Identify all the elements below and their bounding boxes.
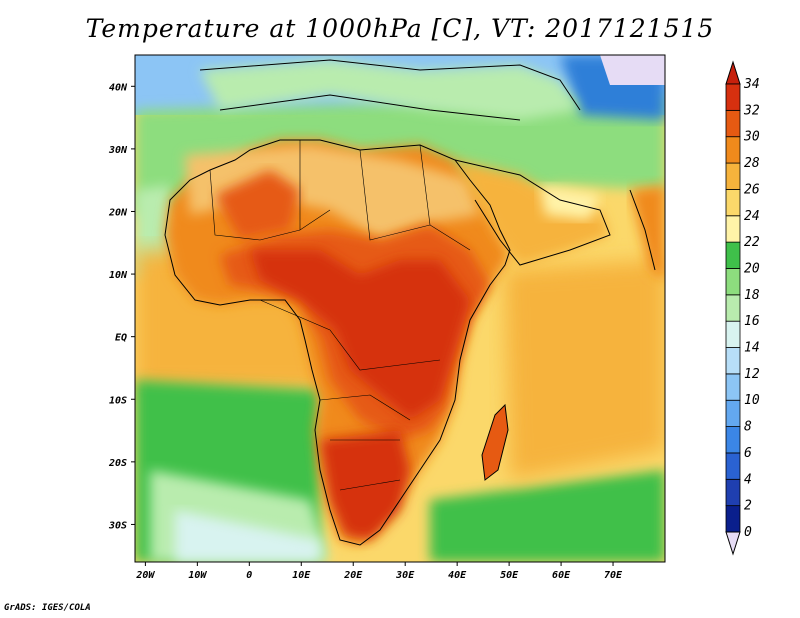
colorbar-segment (725, 241, 741, 269)
colorbar-segment (725, 268, 741, 296)
colorbar-segment (725, 505, 741, 533)
lon-tick-label: 30E (395, 570, 415, 581)
map-frame (134, 54, 666, 563)
colorbar-label: 0 (744, 525, 752, 540)
caspian-region (600, 55, 665, 85)
lat-tick-label: EQ (115, 333, 127, 344)
colorbar-segment (725, 347, 741, 375)
colorbar-label: 16 (744, 314, 760, 329)
sahara-hot-west (215, 170, 300, 240)
colorbar-label: 26 (744, 182, 760, 197)
arabia-land (455, 160, 610, 265)
colorbar-segment (725, 215, 741, 243)
lat-tick-label: 30S (108, 520, 127, 531)
colorbar-label: 30 (743, 130, 760, 145)
colorbar-label: 18 (744, 288, 760, 303)
india-land (630, 185, 665, 280)
lon-tick-label: 50E (500, 570, 519, 581)
colorbar-segment (725, 294, 741, 322)
colorbar-label: 10 (744, 393, 760, 408)
colorbar-top-arrow (725, 60, 741, 85)
colorbar-label: 32 (743, 103, 760, 118)
colorbar-segment (725, 399, 741, 427)
colorbar-segment (725, 189, 741, 217)
colorbar-segment (725, 373, 741, 401)
colorbar-segment (725, 136, 741, 164)
lon-tick-label: 0 (246, 570, 252, 581)
colorbar-label: 6 (744, 446, 752, 461)
colorbar-label: 22 (744, 235, 760, 250)
colorbar-segment (725, 320, 741, 348)
colorbar-label: 24 (744, 209, 760, 224)
colorbar-label: 20 (744, 261, 760, 276)
lat-tick-label: 10N (109, 270, 128, 281)
colorbar-label: 34 (743, 77, 760, 92)
europe-land (200, 60, 580, 120)
colorbar-segment (725, 83, 741, 111)
lon-tick-label: 20W (135, 570, 155, 581)
south-atlantic-coldest (175, 510, 320, 562)
colorbar-segment (725, 162, 741, 190)
colorbar-segment (725, 478, 741, 507)
colorbar-label: 2 (744, 499, 752, 514)
colorbar-bottom-arrow (725, 531, 741, 556)
colorbar-label: 8 (744, 420, 752, 435)
lat-tick-label: 20S (108, 458, 127, 469)
colorbar-segment (725, 452, 741, 480)
madagascar (482, 405, 508, 480)
coastlines (164, 59, 656, 546)
lon-tick-label: 40E (448, 570, 467, 581)
lon-tick-label: 70E (604, 570, 623, 581)
colorbar-segment (725, 109, 741, 138)
latitude-axis: 40N 30N 20N 10N EQ 10S 20S 30S (108, 82, 135, 531)
central-africa-hottest (250, 250, 470, 420)
map-field (135, 55, 665, 562)
lon-tick-label: 10W (188, 570, 207, 581)
south-indian-cool (430, 470, 665, 562)
colorbar-label: 4 (744, 472, 752, 487)
lon-tick-label: 60E (552, 570, 571, 581)
footer-credit: GrADS: IGES/COLA (4, 603, 91, 613)
lon-tick-label: 10E (292, 570, 311, 581)
longitude-axis: 20W 10W 0 10E 20E 30E 40E 50E 60E 70E (135, 562, 623, 581)
colorbar-label: 12 (744, 367, 760, 382)
lat-tick-label: 30N (108, 145, 128, 156)
lon-tick-label: 20E (343, 570, 363, 581)
lat-tick-label: 10S (109, 395, 127, 406)
colorbar-label: 14 (744, 341, 760, 356)
chart-title: Temperature at 1000hPa [C], VT: 20171215… (85, 14, 715, 43)
indian-ocean-warm (505, 260, 665, 480)
country-borders (209, 140, 471, 491)
lat-tick-label: 20N (108, 207, 128, 218)
colorbar-segment (725, 426, 741, 454)
sahara-desert (185, 145, 480, 240)
colorbar-label: 28 (744, 156, 760, 171)
lat-tick-label: 40N (109, 82, 128, 93)
southern-africa-hottest (320, 430, 410, 540)
